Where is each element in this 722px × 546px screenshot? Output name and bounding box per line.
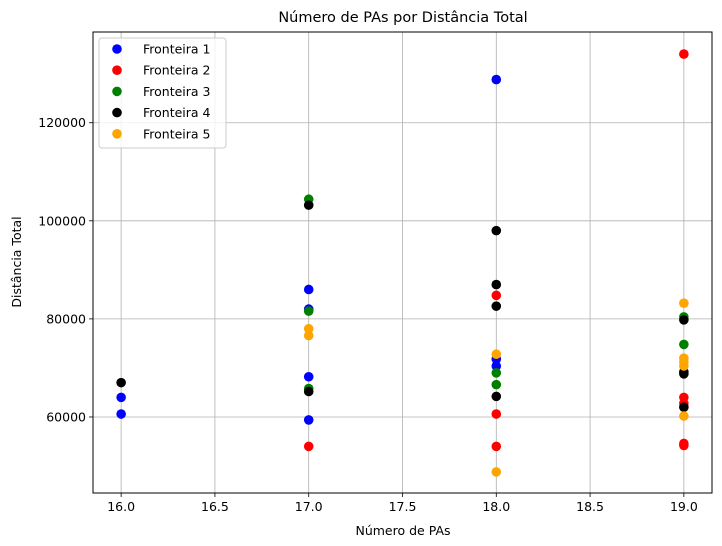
y-axis-label: Distância Total <box>9 216 24 307</box>
data-point-fronteira-3 <box>303 306 314 316</box>
data-point-fronteira-1 <box>116 392 126 403</box>
x-tick-label: 18.5 <box>576 499 604 514</box>
data-point-fronteira-2 <box>303 441 314 452</box>
legend-marker <box>112 107 122 118</box>
data-point-fronteira-5 <box>491 467 502 477</box>
data-point-fronteira-4 <box>491 301 502 311</box>
data-point-fronteira-4 <box>116 377 126 388</box>
data-point-fronteira-1 <box>303 284 314 295</box>
x-tick-label: 17.5 <box>389 499 417 514</box>
y-tick-label: 60000 <box>46 409 86 424</box>
data-point-fronteira-4 <box>303 386 314 397</box>
y-axis-ticks: 60000 80000 100000 120000 <box>38 115 93 424</box>
data-point-fronteira-5 <box>303 323 314 334</box>
y-tick-label: 100000 <box>38 213 86 228</box>
legend-label: Fronteira 5 <box>143 126 211 141</box>
x-tick-label: 18.0 <box>482 499 510 514</box>
data-point-fronteira-4 <box>491 391 502 402</box>
x-tick-label: 19.0 <box>670 499 698 514</box>
data-point-fronteira-4 <box>303 200 314 210</box>
data-point-fronteira-5 <box>679 298 689 309</box>
data-point-fronteira-2 <box>679 440 689 451</box>
data-point-fronteira-1 <box>116 409 126 419</box>
data-point-fronteira-2 <box>491 409 502 419</box>
data-point-fronteira-5 <box>679 361 689 371</box>
x-tick-label: 16.0 <box>107 499 135 514</box>
data-point-fronteira-5 <box>303 330 314 341</box>
x-tick-label: 17.0 <box>295 499 323 514</box>
data-point-fronteira-4 <box>679 369 689 379</box>
data-points <box>116 49 689 477</box>
data-point-fronteira-1 <box>303 415 314 425</box>
x-axis-ticks: 16.0 16.5 17.0 17.5 18.0 18.5 19.0 <box>107 493 698 514</box>
data-point-fronteira-5 <box>491 349 502 360</box>
y-tick-label: 120000 <box>38 115 86 130</box>
data-point-fronteira-4 <box>491 225 502 236</box>
data-point-fronteira-2 <box>491 441 502 452</box>
legend-label: Fronteira 3 <box>143 84 211 99</box>
data-point-fronteira-3 <box>679 339 689 350</box>
x-tick-label: 16.5 <box>201 499 229 514</box>
y-tick-label: 80000 <box>46 311 86 326</box>
chart-title: Número de PAs por Distância Total <box>278 10 527 26</box>
data-point-fronteira-3 <box>491 368 502 378</box>
data-point-fronteira-1 <box>491 74 502 85</box>
legend-marker <box>112 44 122 54</box>
legend-label: Fronteira 4 <box>143 105 211 120</box>
x-axis-label: Número de PAs <box>355 523 450 538</box>
data-point-fronteira-4 <box>679 402 689 412</box>
data-point-fronteira-4 <box>491 279 502 290</box>
data-point-fronteira-4 <box>679 315 689 325</box>
legend-marker <box>112 129 122 139</box>
legend-label: Fronteira 2 <box>143 63 211 78</box>
legend-box <box>98 37 227 149</box>
legend-label: Fronteira 1 <box>143 42 211 57</box>
data-point-fronteira-1 <box>491 361 502 371</box>
legend-marker <box>112 65 122 75</box>
legend: Fronteira 1 Fronteira 2 Fronteira 3 Frontei… <box>98 37 227 149</box>
data-point-fronteira-2 <box>491 290 502 301</box>
legend-marker <box>112 86 122 97</box>
data-point-fronteira-3 <box>491 379 502 390</box>
data-point-fronteira-1 <box>303 371 314 382</box>
data-point-fronteira-5 <box>679 411 689 421</box>
data-point-fronteira-2 <box>679 49 689 59</box>
